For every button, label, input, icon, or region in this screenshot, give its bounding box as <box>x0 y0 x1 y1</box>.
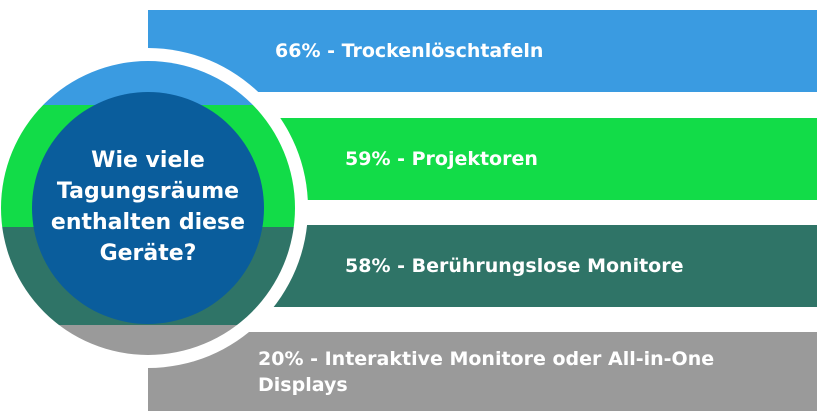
center-circle <box>32 92 264 324</box>
band <box>148 332 817 411</box>
item-label: 66% - Trockenlöschtafeln <box>275 40 544 62</box>
title: Wie viele Tagungsräume enthalten diese G… <box>50 148 246 266</box>
ring-segment <box>59 325 237 355</box>
band <box>148 10 817 92</box>
item-label: 58% - Berührungslose Monitore <box>345 255 684 277</box>
ring-segment <box>43 61 253 105</box>
item-label: 20% - Interaktive Monitore oder All-in-O… <box>258 347 715 396</box>
item-label: 59% - Projektoren <box>345 148 538 170</box>
